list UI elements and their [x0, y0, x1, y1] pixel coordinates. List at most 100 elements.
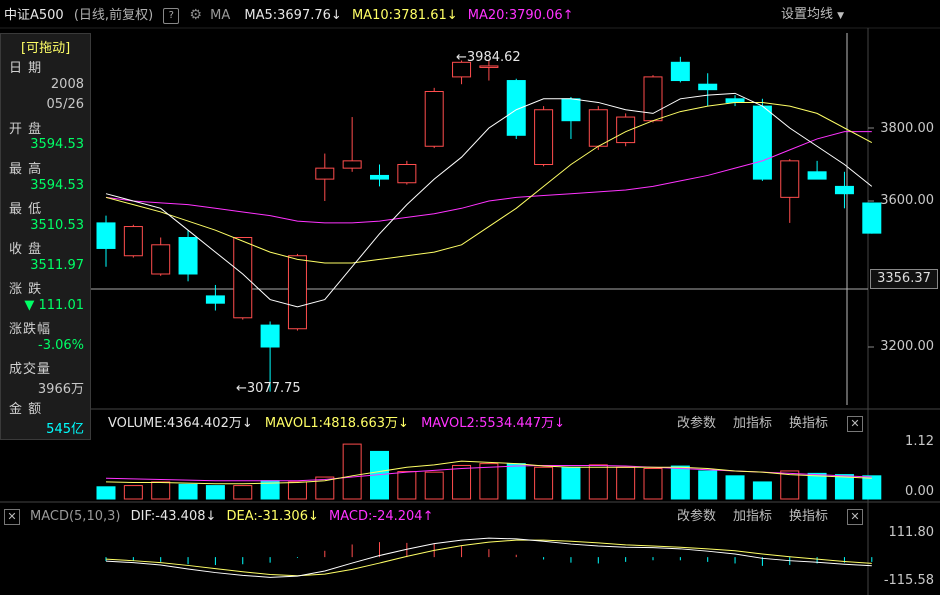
ma20-value: MA20:3790.06	[467, 8, 563, 23]
volume-close-icon[interactable]: ✕	[847, 416, 863, 432]
candle-up	[342, 160, 362, 169]
pct-value: -3.06%	[38, 338, 84, 353]
volume-header: VOLUME:4364.402万↓ MAVOL1:4818.663万↓ MAVO…	[108, 414, 565, 434]
macd-close-icon[interactable]: ✕	[847, 509, 863, 525]
candle-up	[397, 164, 417, 184]
candle-up	[233, 237, 253, 319]
price-axis-3800: 3800.00	[880, 121, 934, 136]
candle-up	[588, 109, 608, 147]
candle-down	[725, 98, 745, 103]
change-label: 涨 跌	[9, 282, 43, 297]
index-title[interactable]: 中证A500	[4, 8, 64, 23]
volume-bar	[151, 481, 171, 500]
candle-down	[862, 202, 882, 234]
candle-up	[287, 255, 307, 330]
candle-down	[370, 174, 389, 180]
candle-up	[315, 167, 335, 180]
volume-bar	[561, 466, 581, 500]
volume-bar	[643, 468, 663, 500]
volume-axis-bottom: 0.00	[905, 484, 934, 499]
candle-down	[670, 61, 690, 82]
dea-value: DEA:-31.306	[226, 509, 308, 524]
crosshair-info-panel[interactable]: [可拖动] 日 期 2008 05/26 开 盘 3594.53 最 高 359…	[0, 33, 91, 440]
volume-switch-indicator-button[interactable]: 换指标	[789, 416, 829, 431]
mavol2-arrow: ↓	[554, 416, 566, 431]
drag-tag[interactable]: [可拖动]	[21, 41, 71, 56]
macd-add-indicator-button[interactable]: 加指标	[733, 509, 773, 524]
volume-bar	[315, 476, 335, 500]
candle-up	[479, 65, 499, 68]
volume-bar	[725, 475, 745, 500]
ma20-line	[105, 131, 872, 224]
ma-settings-button[interactable]: 设置均线 ▼	[781, 7, 845, 22]
volume-bar	[205, 485, 225, 500]
volume-bar	[452, 464, 472, 500]
ma10-line	[105, 101, 873, 264]
candle-down	[178, 237, 198, 275]
candle-up	[643, 76, 663, 122]
volume-bar	[233, 485, 253, 500]
dropdown-icon: ▼	[837, 11, 845, 21]
candle-up	[780, 160, 800, 198]
ma20-arrow: ↑	[562, 8, 574, 23]
volume-bar	[698, 470, 718, 500]
volume-bar	[479, 463, 499, 500]
price-axis-3600: 3600.00	[880, 193, 934, 208]
dif-value: DIF:-43.408	[130, 509, 206, 524]
volume-bar	[670, 465, 690, 500]
candle-up	[151, 244, 171, 275]
pct-label: 涨跌幅	[9, 322, 52, 337]
mavol2-label: MAVOL2:5534.447万	[421, 416, 555, 431]
candle-up	[616, 116, 636, 144]
volume-bar	[780, 470, 800, 500]
amount-label: 金 额	[9, 402, 43, 417]
volume-bar	[424, 471, 444, 500]
candle-down	[561, 98, 581, 122]
volume-params-button[interactable]: 改参数	[677, 416, 717, 431]
year-value: 2008	[50, 77, 84, 92]
macd-close-left-icon[interactable]: ✕	[4, 509, 20, 525]
candle-down	[260, 324, 280, 348]
volume-bar	[616, 466, 636, 500]
low-value: 3510.53	[30, 218, 84, 233]
date-value: 05/26	[46, 97, 84, 112]
volume-bar	[96, 486, 116, 500]
candle-down	[834, 185, 854, 195]
close-label: 收 盘	[9, 242, 43, 257]
candle-up	[424, 91, 444, 147]
high-value: 3594.53	[30, 178, 84, 193]
mavol1-label: MAVOL1:4818.663万	[264, 416, 399, 431]
macd-params-button[interactable]: 改参数	[677, 509, 717, 524]
gear-icon[interactable]: ⚙	[189, 7, 202, 23]
volume-bar	[123, 485, 143, 500]
macd-title[interactable]: MACD(5,10,3)	[30, 509, 121, 524]
open-label: 开 盘	[9, 122, 43, 137]
dea-arrow: ↓	[307, 509, 319, 524]
volume-bar	[287, 481, 307, 500]
current-price-tag: 3356.37	[870, 269, 938, 289]
mavol1-line	[105, 460, 872, 485]
candle-up	[123, 226, 143, 257]
ma10-arrow: ↓	[446, 8, 458, 23]
macd-switch-indicator-button[interactable]: 换指标	[789, 509, 829, 524]
dif-line	[105, 537, 872, 578]
date-label: 日 期	[9, 61, 43, 76]
candle-down	[698, 83, 718, 91]
chart-header: 中证A500 (日线,前复权) ? ⚙ MA MA5:3697.76↓ MA10…	[4, 4, 574, 26]
ma5-line	[105, 92, 873, 308]
volume-bar	[752, 481, 772, 500]
ma5-arrow: ↓	[330, 8, 342, 23]
volume-bar	[534, 466, 554, 500]
candle-down	[506, 80, 526, 136]
open-value: 3594.53	[30, 137, 84, 152]
help-icon[interactable]: ?	[163, 7, 180, 24]
high-label: 最 高	[9, 162, 43, 177]
candle-up	[452, 61, 472, 78]
volume-arrow: ↓	[241, 416, 253, 431]
mavol1-arrow: ↓	[398, 416, 409, 431]
dea-line	[105, 539, 872, 577]
volume-bar	[807, 472, 827, 500]
volume-bar	[342, 443, 362, 500]
volume-add-indicator-button[interactable]: 加指标	[733, 416, 773, 431]
